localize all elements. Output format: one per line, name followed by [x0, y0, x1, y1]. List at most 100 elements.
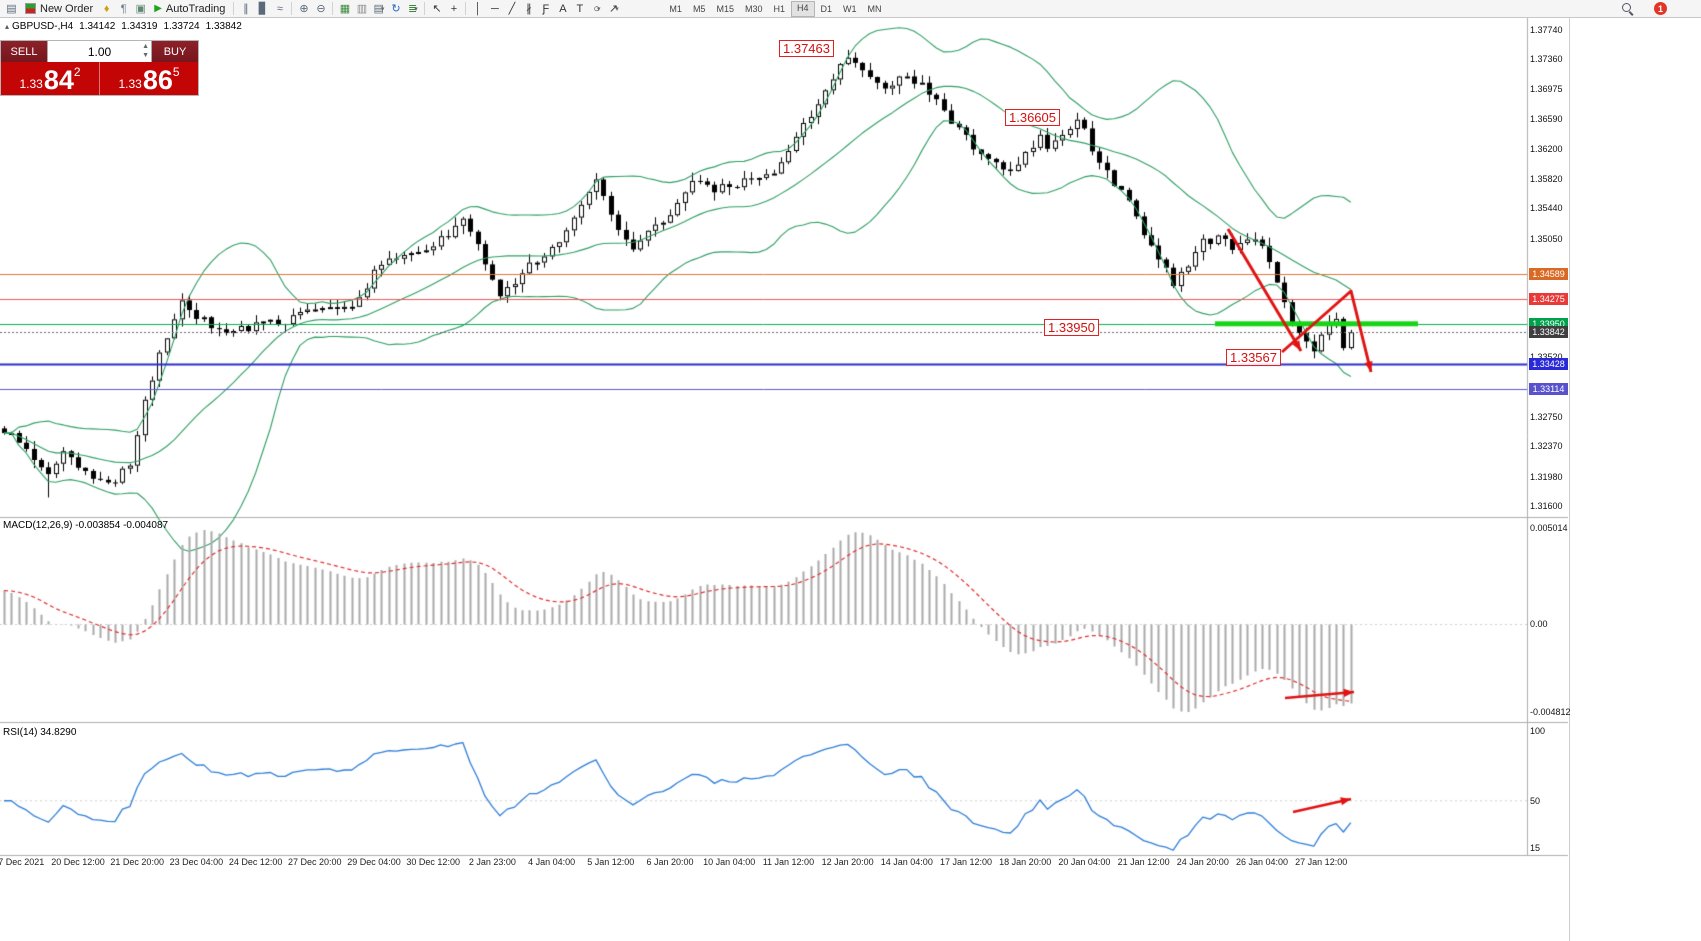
- trendline-icon[interactable]: ╱: [508, 3, 516, 15]
- cursor-icon[interactable]: ↖: [432, 3, 442, 15]
- label-icon[interactable]: T: [576, 2, 584, 15]
- volume-input[interactable]: 1.00 ▲ ▼: [47, 41, 152, 62]
- price-callout[interactable]: 1.37463: [779, 40, 834, 57]
- timeframe-m1[interactable]: M1: [669, 3, 682, 14]
- toolbar-separator: [233, 2, 235, 15]
- arrows-tool-icon[interactable]: ↗ ▾: [609, 3, 619, 15]
- autotrading-play-icon: ▶: [154, 3, 162, 14]
- date-label: 11 Jan 12:00: [762, 857, 815, 867]
- timeframe-mn[interactable]: MN: [867, 3, 882, 14]
- macd-title: MACD(12,26,9): [3, 520, 73, 531]
- notification-badge[interactable]: 1: [1654, 2, 1667, 15]
- price-callout[interactable]: 1.33567: [1226, 349, 1281, 366]
- toolbar: ▤ New Order ♦ ¶ ▣ ▶ AutoTrading ∥ ▊ ≈ ⊕ …: [0, 0, 1701, 18]
- price-tick: 1.33520: [1530, 352, 1563, 363]
- fibonacci-icon[interactable]: Ƒ: [542, 2, 550, 15]
- date-label: 29 Dec 04:00: [347, 857, 401, 867]
- buy-price[interactable]: 1.33 86 5: [100, 62, 198, 95]
- macd-scale-top: 0.005014: [1530, 523, 1568, 533]
- date-axis[interactable]: 17 Dec 2021 20 Dec 12:00 21 Dec 20:00 23 De…: [0, 855, 1528, 869]
- ohlc-high: 1.34319: [121, 21, 158, 32]
- timeframe-d1[interactable]: D1: [820, 3, 833, 14]
- expert-advisors-icon[interactable]: ♦: [103, 2, 110, 15]
- sell-price[interactable]: 1.33 84 2: [1, 62, 99, 95]
- sell-price-sup: 2: [73, 65, 81, 79]
- timeframe-w1[interactable]: W1: [843, 3, 857, 14]
- rsi-scale-top: 100: [1530, 726, 1546, 736]
- shapes-icon[interactable]: ○ ▾: [593, 2, 601, 15]
- date-label: 17 Dec 2021: [0, 857, 45, 867]
- sell-button[interactable]: SELL: [1, 41, 47, 62]
- indicators-icon[interactable]: ≣ ▾: [408, 3, 418, 15]
- right-empty-area: [1569, 18, 1701, 941]
- buy-price-big: 86: [142, 65, 173, 95]
- line-chart-icon[interactable]: ≈: [276, 2, 283, 15]
- price-callout[interactable]: 1.36605: [1005, 109, 1060, 126]
- volume-up-icon[interactable]: ▲: [142, 43, 149, 50]
- price-level-badge: 1.34275: [1529, 292, 1568, 305]
- horizontal-line-icon[interactable]: ─: [491, 2, 499, 15]
- timeframe-m5[interactable]: M5: [692, 3, 706, 14]
- bar-chart-icon[interactable]: ∥: [243, 3, 249, 15]
- timeframe-m15[interactable]: M15: [716, 3, 734, 14]
- toolbar-separator: [424, 2, 426, 15]
- vertical-line-icon[interactable]: │: [474, 2, 482, 15]
- toolbar-right: 1: [1621, 2, 1667, 15]
- price-level-badge: 1.33114: [1529, 382, 1568, 395]
- date-label: 27 Dec 20:00: [288, 857, 342, 867]
- date-label: 10 Jan 04:00: [703, 857, 756, 867]
- timeframe-h4[interactable]: H4: [791, 0, 815, 17]
- rsi-header: RSI(14) 34.8290: [3, 727, 76, 738]
- crosshair-icon[interactable]: +: [450, 2, 458, 15]
- price-tick: 1.35440: [1530, 203, 1563, 214]
- volume-spinner[interactable]: ▲ ▼: [142, 42, 149, 60]
- sell-price-small: 1.33: [19, 77, 43, 91]
- timeframe-m30[interactable]: M30: [744, 3, 763, 14]
- new-order-icon: [25, 3, 36, 14]
- zoom-out-icon[interactable]: ⊖: [316, 3, 326, 15]
- new-chart-icon[interactable]: ▤: [6, 3, 17, 15]
- date-label: 2 Jan 23:00: [468, 857, 516, 867]
- macd-scale-zero: 0.00: [1530, 619, 1548, 630]
- new-order-button[interactable]: New Order: [20, 1, 98, 17]
- zoom-in-icon[interactable]: ⊕: [299, 3, 309, 15]
- buy-price-small: 1.33: [118, 77, 142, 91]
- date-label: 24 Dec 12:00: [228, 857, 283, 867]
- price-tick: 1.36590: [1530, 114, 1563, 125]
- symbol-icon: ▴: [5, 22, 10, 31]
- metaeditor-icon[interactable]: ¶: [120, 2, 127, 15]
- date-label: 26 Jan 04:00: [1235, 857, 1289, 867]
- channel-icon[interactable]: ∦: [526, 3, 532, 15]
- sell-price-big: 84: [43, 65, 74, 95]
- date-label: 21 Jan 12:00: [1117, 857, 1170, 867]
- price-tick: 1.32750: [1530, 411, 1563, 422]
- date-label: 12 Jan 20:00: [821, 857, 874, 867]
- date-label: 5 Jan 12:00: [587, 857, 635, 867]
- new-chart-dropdown-icon[interactable]: ▤ ▾: [373, 3, 385, 15]
- rsi-title: RSI(14): [3, 727, 38, 738]
- search-icon[interactable]: [1621, 2, 1634, 15]
- date-label: 20 Dec 12:00: [51, 857, 105, 867]
- new-order-label: New Order: [40, 2, 94, 15]
- timeframe-group: M1 M5 M15 M30 H1 H4 D1 W1 MN: [664, 0, 886, 17]
- volume-down-icon[interactable]: ▼: [142, 52, 149, 59]
- volume-value: 1.00: [87, 44, 112, 59]
- date-label: 27 Jan 12:00: [1295, 857, 1348, 867]
- autotrading-button[interactable]: ▶ AutoTrading: [149, 1, 230, 17]
- price-scale[interactable]: 1.37740 1.37360 1.36975 1.36590 1.36200 1.358…: [1529, 0, 1568, 941]
- candlestick-chart-icon[interactable]: ▊: [258, 3, 268, 15]
- rsi-value: 34.8290: [40, 727, 77, 738]
- timeframe-h1[interactable]: H1: [773, 3, 785, 14]
- buy-button[interactable]: BUY: [152, 41, 198, 62]
- price-divider: [99, 62, 100, 95]
- tile-windows-icon[interactable]: ▦: [339, 3, 351, 15]
- profiles-icon[interactable]: ↻: [391, 3, 401, 15]
- price-tick: 1.32370: [1530, 441, 1563, 452]
- text-icon[interactable]: A: [559, 2, 567, 15]
- price-callout[interactable]: 1.33950: [1044, 319, 1099, 336]
- price-tick: 1.31980: [1530, 471, 1563, 482]
- cascade-windows-icon[interactable]: ▥: [356, 3, 368, 15]
- terminal-icon[interactable]: ▣: [135, 3, 146, 15]
- ohlc-close: 1.33842: [205, 21, 242, 32]
